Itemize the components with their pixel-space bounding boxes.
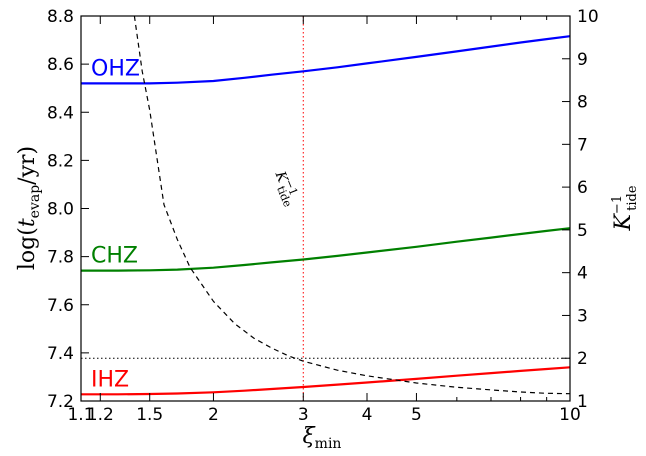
plot-frame [80, 15, 571, 402]
x-axis-title: ξmin [303, 424, 342, 452]
y-left-tick-label: 8.0 [47, 200, 74, 220]
x-tick-label: 2 [208, 405, 219, 425]
y-left-tick-label: 7.4 [47, 344, 74, 364]
y-left-tick-label: 8.4 [47, 103, 74, 123]
y-left-tick-label: 8.8 [47, 7, 74, 27]
y-left-tick-label: 7.6 [47, 296, 74, 316]
y-left-tick-label: 8.6 [47, 55, 74, 75]
y-left-tick-label: 8.2 [47, 151, 74, 171]
series-line-ohz [81, 35, 571, 85]
y-right-tick-label: 6 [577, 178, 588, 198]
series-line-ihz [81, 366, 571, 396]
x-tick-label: 1.1 [67, 405, 94, 425]
y-axis-left-title: log(tevap/yr) [15, 146, 43, 270]
y-right-tick-label: 9 [577, 50, 588, 70]
x-tick-label: 5 [411, 405, 422, 425]
y-right-tick-label: 1 [577, 392, 588, 412]
labels-layer: OHZ CHZ IHZ [91, 56, 140, 392]
reference-lines [81, 16, 570, 401]
series-line-k-tide-1 [133, 15, 571, 395]
y-right-tick-label: 8 [577, 93, 588, 113]
ticks-layer: 1.11.2 1.5 2 3 4 5 10 7.2 7.4 7.6 7.8 8.0 8.2 8.4 8.6 8… [47, 7, 599, 425]
x-tick-label: 10 [559, 405, 581, 425]
y-right-tick-label: 3 [577, 306, 588, 326]
y-right-tick-label: 2 [577, 349, 588, 369]
series-label-ohz: OHZ [91, 56, 140, 81]
y-axis-right-title: K−1tide [610, 185, 640, 231]
series-line-chz [81, 227, 571, 272]
x-tick-label: 1.5 [136, 405, 163, 425]
y-right-tick-label: 10 [577, 7, 599, 27]
x-tick-label: 4 [362, 405, 373, 425]
series-label-ihz: IHZ [91, 367, 129, 392]
y-left-tick-label: 7.8 [47, 248, 74, 268]
x-tick-label: 1.2 [87, 405, 114, 425]
y-right-tick-label: 5 [577, 221, 588, 241]
y-left-tick-label: 7.2 [47, 392, 74, 412]
x-tick-label: 3 [298, 405, 309, 425]
y-right-tick-label: 4 [577, 264, 588, 284]
series-label-chz: CHZ [91, 244, 138, 269]
series-layer [81, 15, 571, 396]
y-right-tick-label: 7 [577, 135, 588, 155]
plot-area [81, 16, 570, 401]
